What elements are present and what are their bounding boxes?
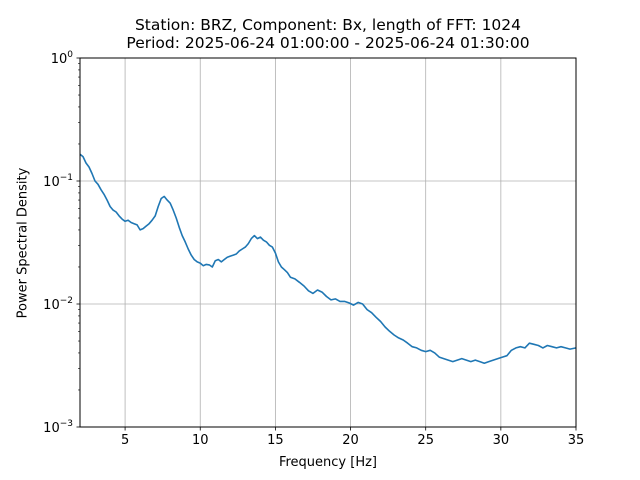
tick-layer: 5 10 15 20 25 30 35 10−3 10−2 10−1 100 (43, 50, 584, 448)
x-tick-label: 25 (417, 433, 434, 448)
y-tick-label: 10−1 (43, 173, 73, 190)
y-tick-label: 10−2 (43, 296, 73, 313)
x-tick-label: 5 (121, 433, 129, 448)
chart-title-line-1: Station: BRZ, Component: Bx, length of F… (134, 16, 522, 34)
x-tick-label: 30 (493, 433, 510, 448)
x-axis-label: Frequency [Hz] (278, 455, 378, 470)
y-tick-label: 10−3 (43, 419, 73, 436)
y-tick-label: 100 (51, 50, 74, 67)
y-axis-label: Power Spectral Density (15, 167, 31, 319)
chart-title-line-2: Period: 2025-06-24 01:00:00 - 2025-06-24… (126, 34, 530, 52)
x-tick-label: 20 (342, 433, 359, 448)
grid-layer (80, 57, 577, 428)
x-tick-label: 15 (267, 433, 284, 448)
psd-series-line (79, 153, 577, 365)
x-tick-label: 10 (192, 433, 209, 448)
plot-area-frame (79, 57, 577, 428)
x-tick-label: 35 (568, 433, 585, 448)
